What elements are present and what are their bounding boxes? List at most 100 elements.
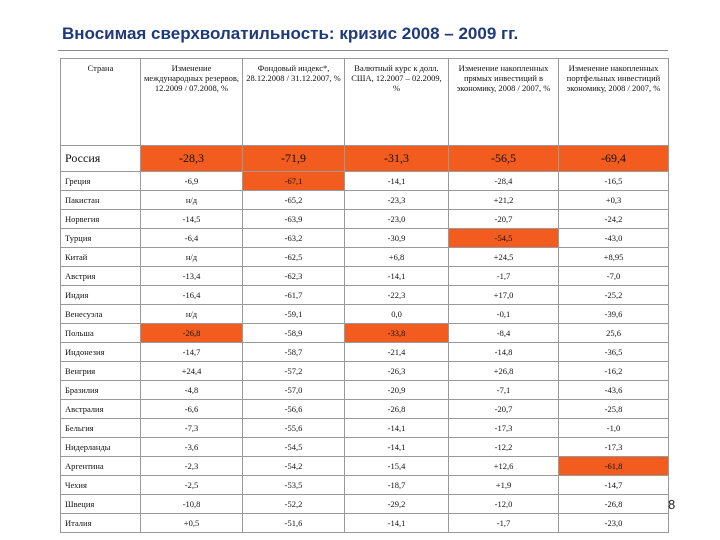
country-cell: Индия: [60, 285, 141, 305]
country-cell: Италия: [60, 513, 141, 533]
value-cell: -63,9: [242, 209, 345, 229]
value-cell: -2,5: [140, 475, 243, 495]
value-cell: -23,3: [344, 190, 449, 210]
value-cell: -6,6: [140, 399, 243, 419]
table-row: Пакистан н/д -65,2 -23,3 +21,2 +0,3: [60, 190, 669, 210]
value-cell: -1,7: [448, 266, 559, 286]
value-cell: +21,2: [448, 190, 559, 210]
table-row: Венесуэла н/д -59,1 0,0 -0,1 -39,6: [60, 304, 669, 324]
value-cell: -25,2: [558, 285, 669, 305]
value-cell: -1,7: [448, 513, 559, 533]
value-cell: -20,9: [344, 380, 449, 400]
value-cell: -16,5: [558, 171, 669, 191]
value-cell: -67,1: [242, 171, 345, 191]
value-cell: -58,9: [242, 323, 345, 343]
value-cell: -71,9: [242, 145, 345, 172]
table-body: Россия -28,3 -71,9 -31,3 -56,5 -69,4 Греция -6,…: [60, 145, 669, 533]
value-cell: -43,0: [558, 228, 669, 248]
value-cell: -7,0: [558, 266, 669, 286]
value-cell: -36,5: [558, 342, 669, 362]
value-cell: -26,8: [344, 399, 449, 419]
value-cell: -15,4: [344, 456, 449, 476]
value-cell: -61,8: [558, 456, 669, 476]
value-cell: -18,7: [344, 475, 449, 495]
value-cell: -53,5: [242, 475, 345, 495]
value-cell: -2,3: [140, 456, 243, 476]
title-divider: [58, 50, 668, 51]
country-cell: Норвегия: [60, 209, 141, 229]
table-row: Бельгия -7,3 -55,6 -14,1 -17,3 -1,0: [60, 418, 669, 438]
country-cell: Бразилия: [60, 380, 141, 400]
value-cell: -16,2: [558, 361, 669, 381]
table-row: Польша -26,8 -58,9 -33,8 -8,4 25,6: [60, 323, 669, 343]
value-cell: -69,4: [558, 145, 669, 172]
value-cell: -0,1: [448, 304, 559, 324]
table-row: Турция -6,4 -63,2 -30,9 -54,5 -43,0: [60, 228, 669, 248]
value-cell: -57,2: [242, 361, 345, 381]
column-header: Страна: [60, 58, 141, 146]
value-cell: +12,6: [448, 456, 559, 476]
table-row: Бразилия -4,8 -57,0 -20,9 -7,1 -43,6: [60, 380, 669, 400]
country-cell: Россия: [60, 145, 141, 172]
table-row: Китай н/д -62,5 +6,8 +24,5 +8,95: [60, 247, 669, 267]
value-cell: +6,8: [344, 247, 449, 267]
value-cell: -17,3: [558, 437, 669, 457]
value-cell: +0,3: [558, 190, 669, 210]
value-cell: н/д: [140, 247, 243, 267]
value-cell: -55,6: [242, 418, 345, 438]
value-cell: -3,6: [140, 437, 243, 457]
value-cell: -25,8: [558, 399, 669, 419]
country-cell: Чехия: [60, 475, 141, 495]
value-cell: -61,7: [242, 285, 345, 305]
column-header: Изменение международных резервов, 12.200…: [140, 58, 243, 146]
value-cell: +17,0: [448, 285, 559, 305]
value-cell: +8,95: [558, 247, 669, 267]
value-cell: +24,5: [448, 247, 559, 267]
value-cell: -29,2: [344, 494, 449, 514]
country-cell: Китай: [60, 247, 141, 267]
value-cell: -51,6: [242, 513, 345, 533]
value-cell: -59,1: [242, 304, 345, 324]
value-cell: +26,8: [448, 361, 559, 381]
value-cell: -62,3: [242, 266, 345, 286]
value-cell: -4,8: [140, 380, 243, 400]
country-cell: Греция: [60, 171, 141, 191]
value-cell: -23,0: [558, 513, 669, 533]
value-cell: -31,3: [344, 145, 449, 172]
value-cell: -54,5: [242, 437, 345, 457]
value-cell: -14,1: [344, 266, 449, 286]
value-cell: -14,1: [344, 418, 449, 438]
country-cell: Венгрия: [60, 361, 141, 381]
country-cell: Аргентина: [60, 456, 141, 476]
value-cell: -20,7: [448, 399, 559, 419]
value-cell: -7,1: [448, 380, 559, 400]
value-cell: +1,9: [448, 475, 559, 495]
value-cell: -65,2: [242, 190, 345, 210]
value-cell: -24,2: [558, 209, 669, 229]
table-row: Италия +0,5 -51,6 -14,1 -1,7 -23,0: [60, 513, 669, 533]
value-cell: -20,7: [448, 209, 559, 229]
value-cell: -26,8: [140, 323, 243, 343]
table-row: Аргентина -2,3 -54,2 -15,4 +12,6 -61,8: [60, 456, 669, 476]
country-cell: Польша: [60, 323, 141, 343]
table-row: Индия -16,4 -61,7 -22,3 +17,0 -25,2: [60, 285, 669, 305]
value-cell: -14,7: [558, 475, 669, 495]
column-header: Изменение накопленных прямых инвестиций …: [448, 58, 559, 146]
page-number: 8: [668, 497, 676, 512]
country-cell: Венесуэла: [60, 304, 141, 324]
value-cell: -14,1: [344, 513, 449, 533]
country-cell: Нидерланды: [60, 437, 141, 457]
country-cell: Бельгия: [60, 418, 141, 438]
value-cell: -14,8: [448, 342, 559, 362]
value-cell: -52,2: [242, 494, 345, 514]
column-header: Валютный курс к долл. США, 12.2007 – 02.…: [344, 58, 449, 146]
value-cell: -23,0: [344, 209, 449, 229]
value-cell: -57,0: [242, 380, 345, 400]
table-row: Индонезия -14,7 -58,7 -21,4 -14,8 -36,5: [60, 342, 669, 362]
table-row: Швеция -10,8 -52,2 -29,2 -12,0 -26,8: [60, 494, 669, 514]
value-cell: -14,1: [344, 437, 449, 457]
page-title: Вносимая сверхволатильность: кризис 2008…: [62, 24, 519, 43]
value-cell: -39,6: [558, 304, 669, 324]
value-cell: -28,4: [448, 171, 559, 191]
value-cell: -54,2: [242, 456, 345, 476]
